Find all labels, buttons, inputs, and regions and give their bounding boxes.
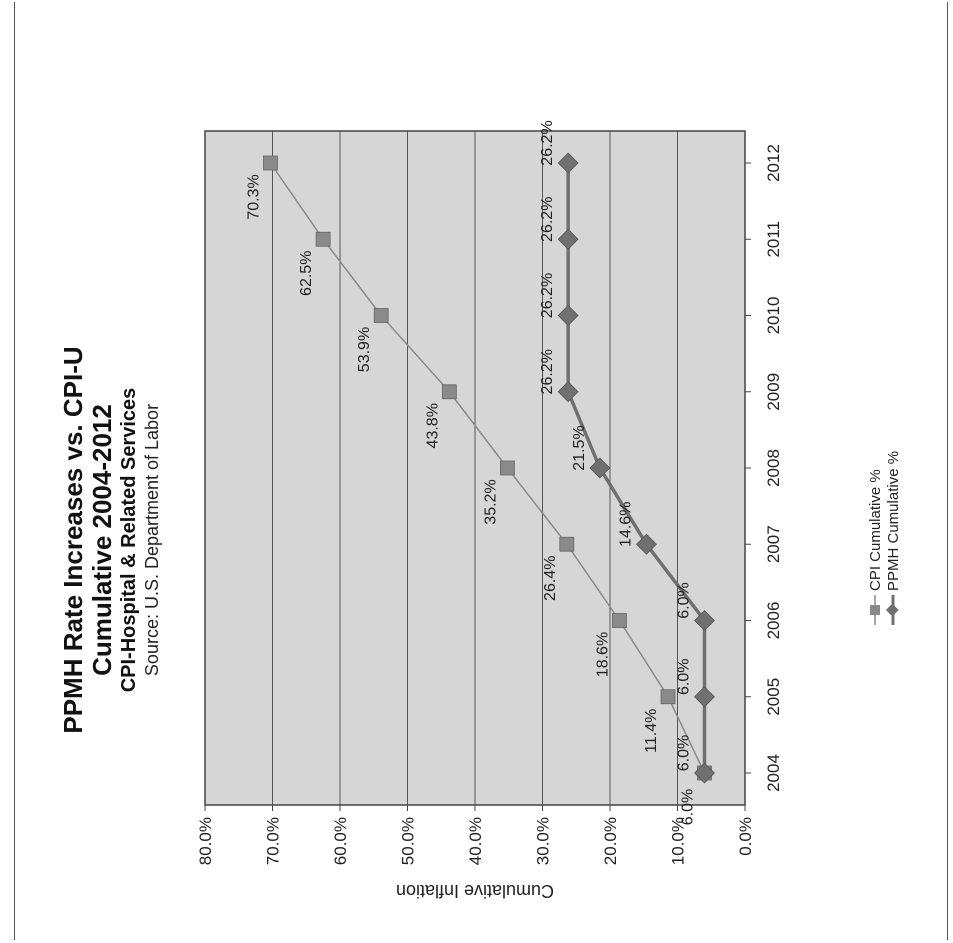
chart-subtitle-2: CPI-Hospital & Related Services [118, 388, 140, 693]
ppmh-point [557, 381, 579, 403]
cpi-point [373, 308, 389, 323]
cpi-data-label: 6.0% [680, 789, 697, 825]
ppmh-point [694, 610, 715, 631]
y-tick-label: 60.0% [331, 817, 350, 865]
ppmh-point [589, 457, 611, 479]
ppmh-data-label: 26.2% [539, 197, 556, 242]
cpi-data-label: 18.6% [594, 632, 611, 677]
y-tick-label: 80.0% [196, 817, 215, 865]
legend-cpi-label: CPI Cumulative % [867, 469, 884, 591]
ppmh-data-label: 14.6% [617, 502, 634, 547]
y-axis-ticks: 0.0% 10.0% 20.0% 30.0% 40.0% 50.0% 60.0% 70.0% 8… [196, 805, 755, 865]
page-frame [14, 2, 948, 940]
ppmh-point [694, 686, 715, 708]
cpi-data-label: 62.5% [298, 251, 315, 296]
y-tick-label: 70.0% [264, 817, 283, 865]
x-tick-label: 2007 [764, 525, 783, 563]
ppmh-data-label: 26.2% [539, 349, 556, 394]
cpi-point [559, 536, 575, 552]
ppmh-point [557, 305, 579, 326]
legend: CPI Cumulative % PPMH Cumulative % [867, 451, 902, 625]
x-tick-label: 2010 [764, 297, 783, 335]
series-layer: 6.0% 11.4% 18.6% 26.4% 35.2% 43.8% 53.9% 62.5% 7… [245, 120, 715, 825]
x-tick-label: 2006 [764, 602, 783, 640]
ppmh-point [635, 533, 657, 555]
x-tick-label: 2005 [764, 678, 783, 716]
chart-subtitle: Cumulative 2004-2012 [87, 404, 117, 676]
ppmh-data-label: 6.0% [676, 659, 693, 695]
legend-ppmh-label: PPMH Cumulative % [885, 451, 902, 591]
cpi-data-label: 35.2% [482, 479, 499, 524]
cpi-point [499, 460, 515, 476]
cpi-data-label: 70.3% [245, 174, 262, 219]
x-tick-label: 2009 [764, 373, 783, 411]
y-axis-label: Cumulative Inflation [396, 881, 554, 901]
cpi-point [263, 155, 278, 171]
x-tick-label: 2004 [764, 754, 783, 792]
ppmh-point [694, 762, 715, 784]
cpi-point [660, 689, 676, 705]
cpi-point [315, 231, 331, 247]
legend-ppmh-marker [885, 603, 899, 617]
y-tick-label: 30.0% [534, 817, 553, 865]
y-tick-label: 20.0% [601, 817, 620, 865]
ppmh-point [557, 228, 579, 250]
chart-source: Source: U.S. Department of Labor [142, 404, 162, 676]
y-tick-label: 10.0% [669, 817, 688, 865]
ppmh-data-label: 26.2% [539, 273, 556, 318]
legend-cpi-marker [870, 605, 880, 615]
ppmh-data-label: 6.0% [676, 582, 693, 618]
cpi-data-label: 26.4% [542, 556, 559, 601]
cpi-data-label: 53.9% [356, 327, 373, 372]
cpi-point [441, 384, 457, 400]
ppmh-data-label: 21.5% [571, 425, 588, 470]
y-tick-label: 0.0% [736, 817, 755, 856]
ppmh-data-label: 26.2% [539, 120, 556, 165]
ppmh-data-label: 6.0% [676, 735, 693, 771]
y-tick-label: 50.0% [399, 817, 418, 865]
cpi-data-label: 43.8% [424, 403, 441, 448]
y-tick-label: 40.0% [466, 817, 485, 865]
x-tick-label: 2011 [764, 221, 783, 258]
ppmh-point [557, 152, 579, 174]
cpi-point [612, 613, 627, 628]
cpi-data-label: 11.4% [643, 709, 660, 753]
chart-title: PPMH Rate Increases vs. CPI-U [58, 346, 88, 733]
x-axis-ticks: 2004 2005 2006 2007 2008 2009 2010 2011 2012 [745, 144, 783, 792]
x-tick-label: 2012 [764, 144, 783, 182]
x-tick-label: 2008 [764, 449, 783, 487]
